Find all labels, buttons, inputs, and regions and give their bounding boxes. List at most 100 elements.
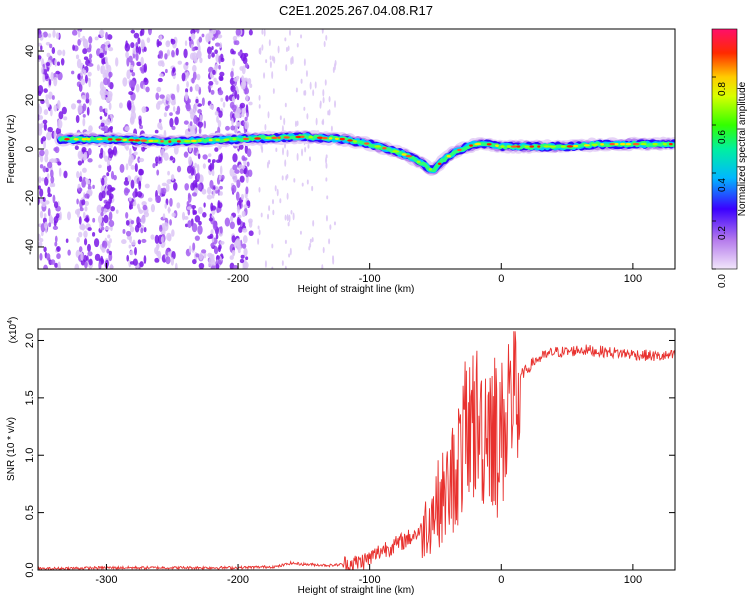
noise-blob <box>232 173 238 183</box>
noise-blob <box>85 92 90 100</box>
noise-blob <box>321 264 324 269</box>
noise-blob <box>50 219 54 224</box>
noise-blob <box>271 243 274 249</box>
noise-blob <box>277 45 280 54</box>
noise-blob <box>242 157 248 161</box>
noise-blob <box>212 220 217 230</box>
noise-blob <box>58 111 64 120</box>
ridge-peak <box>243 137 249 141</box>
noise-blob <box>192 64 197 73</box>
ridge-peak <box>321 136 328 140</box>
noise-blob <box>219 76 224 81</box>
noise-blob <box>202 163 206 169</box>
noise-blob <box>93 238 100 248</box>
noise-blob <box>63 170 68 179</box>
noise-blob <box>77 104 83 114</box>
noise-blob <box>81 153 87 161</box>
noise-blob <box>82 167 87 173</box>
ridge-peak <box>486 143 492 146</box>
noise-blob <box>98 260 102 269</box>
ridge-peak <box>168 140 172 143</box>
noise-blob <box>82 191 86 202</box>
noise-blob <box>279 115 282 121</box>
noise-blob <box>43 122 47 131</box>
noise-blob <box>191 192 198 197</box>
noise-blob <box>87 185 92 190</box>
noise-blob <box>186 165 192 174</box>
x-tick-label: 0 <box>498 273 504 285</box>
colorbar-gradient <box>711 28 738 270</box>
noise-blob <box>50 175 55 184</box>
noise-blob <box>284 102 287 108</box>
noise-blob <box>279 198 282 204</box>
noise-blob <box>214 147 219 152</box>
noise-blob <box>198 262 205 269</box>
noise-blob <box>44 176 49 187</box>
noise-blob <box>39 252 43 261</box>
noise-blob <box>218 110 223 118</box>
noise-blob <box>241 75 245 82</box>
noise-blob <box>141 215 146 224</box>
noise-blob <box>219 165 223 175</box>
x-tick-label: 100 <box>624 273 642 285</box>
noise-blob <box>236 179 241 188</box>
noise-blob <box>84 193 90 199</box>
noise-blob <box>245 94 249 102</box>
noise-blob <box>123 180 130 186</box>
noise-blob <box>312 220 315 227</box>
ridge-peak <box>560 145 566 148</box>
noise-blob <box>103 125 109 134</box>
noise-blob <box>154 257 160 263</box>
noise-blob <box>292 212 295 221</box>
ridge-peak <box>600 143 604 146</box>
noise-blob <box>218 174 222 181</box>
noise-blob <box>100 221 104 227</box>
noise-blob <box>220 97 224 102</box>
y-tick-label: 0 <box>24 146 36 152</box>
noise-blob <box>53 201 59 209</box>
colorbar-label: Normalized spectral amplitude <box>737 81 748 216</box>
noise-blob <box>107 234 111 239</box>
noise-blob <box>39 115 44 120</box>
noise-blob <box>129 236 132 243</box>
noise-blob <box>235 29 241 36</box>
noise-blob <box>137 46 142 55</box>
colorbar-tick-label: 0.8 <box>717 82 728 96</box>
noise-blob <box>107 78 111 88</box>
spectrogram-marks <box>38 29 675 269</box>
noise-blob <box>41 177 45 182</box>
ridge-peak <box>300 135 305 139</box>
ridge-peak <box>437 162 442 165</box>
noise-blob <box>56 253 61 260</box>
noise-blob <box>124 188 131 194</box>
ridge-peak <box>510 145 518 148</box>
noise-blob <box>236 121 241 127</box>
noise-blob <box>52 182 56 188</box>
noise-blob <box>261 44 264 51</box>
noise-blob <box>84 261 88 269</box>
noise-blob <box>171 229 175 237</box>
noise-blob <box>76 99 82 104</box>
ridge-peak <box>339 137 345 141</box>
noise-blob <box>104 226 111 231</box>
noise-blob <box>130 42 135 49</box>
noise-blob <box>38 105 43 115</box>
ridge-peak <box>537 145 541 148</box>
noise-blob <box>109 195 113 204</box>
noise-blob <box>109 263 114 269</box>
colorbar-ticks: 0.0 0.2 0.4 0.6 0.8 <box>712 76 728 288</box>
noise-blob <box>41 66 44 75</box>
noise-blob <box>87 148 92 156</box>
noise-blob <box>119 163 125 173</box>
noise-blob <box>301 148 304 157</box>
noise-blob <box>192 242 196 251</box>
noise-blob <box>325 177 328 182</box>
snr-xlabel: Height of straight line (km) <box>298 585 415 596</box>
noise-blob <box>198 126 202 135</box>
noise-blob <box>263 29 266 37</box>
noise-blob <box>186 81 189 88</box>
noise-blob <box>288 253 291 258</box>
noise-blob <box>184 40 188 47</box>
noise-blob <box>231 117 234 126</box>
noise-blob <box>108 250 112 256</box>
